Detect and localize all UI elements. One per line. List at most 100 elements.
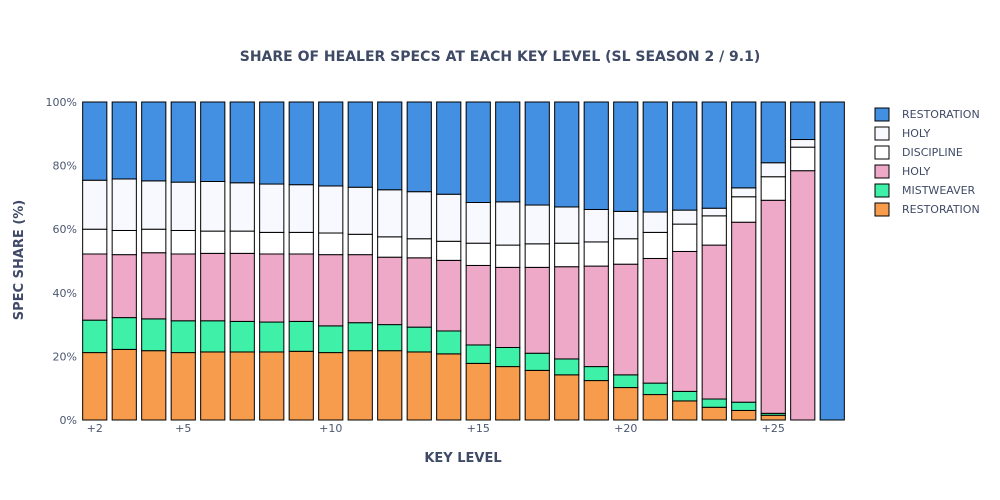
bar-segment[interactable]	[141, 228, 167, 254]
bar-segment[interactable]	[111, 229, 137, 256]
bar-segment[interactable]	[672, 209, 698, 225]
bar-segment[interactable]	[465, 264, 491, 346]
bar-segment[interactable]	[288, 350, 314, 421]
bar-segment[interactable]	[347, 233, 373, 256]
bar-segment[interactable]	[200, 252, 226, 322]
bar-segment[interactable]	[406, 238, 432, 259]
bar-segment[interactable]	[318, 101, 344, 187]
bar-segment[interactable]	[436, 330, 462, 355]
bar-segment[interactable]	[436, 240, 462, 261]
bar-segment[interactable]	[701, 207, 727, 217]
bar-segment[interactable]	[554, 374, 580, 421]
bar-segment[interactable]	[347, 350, 373, 421]
bar-segment[interactable]	[613, 238, 639, 265]
bar-segment[interactable]	[82, 319, 108, 354]
bar-segment[interactable]	[259, 231, 285, 255]
bar-segment[interactable]	[141, 180, 167, 230]
bar-segment[interactable]	[170, 181, 196, 231]
bar-segment[interactable]	[760, 414, 786, 421]
bar-segment[interactable]	[524, 266, 550, 354]
bar-segment[interactable]	[642, 211, 668, 233]
bar-segment[interactable]	[406, 351, 432, 421]
bar-segment[interactable]	[642, 101, 668, 213]
bar-segment[interactable]	[259, 253, 285, 323]
bar-segment[interactable]	[318, 185, 344, 234]
bar-segment[interactable]	[465, 242, 491, 266]
bar-segment[interactable]	[672, 101, 698, 211]
bar-segment[interactable]	[760, 101, 786, 164]
bar-segment[interactable]	[731, 196, 757, 223]
legend-item[interactable]: HOLY	[874, 164, 931, 179]
bar-segment[interactable]	[259, 183, 285, 233]
bar-segment[interactable]	[495, 366, 521, 421]
bar-segment[interactable]	[229, 101, 255, 184]
bar-segment[interactable]	[465, 362, 491, 421]
bar-segment[interactable]	[495, 347, 521, 368]
bar-segment[interactable]	[170, 101, 196, 183]
legend-item[interactable]: DISCIPLINE	[874, 145, 963, 160]
bar-segment[interactable]	[495, 101, 521, 203]
bar-segment[interactable]	[790, 170, 816, 421]
bar-segment[interactable]	[495, 244, 521, 268]
bar-segment[interactable]	[613, 210, 639, 240]
bar-segment[interactable]	[82, 179, 108, 230]
bar-segment[interactable]	[554, 242, 580, 268]
bar-segment[interactable]	[170, 253, 196, 322]
bar-segment[interactable]	[111, 348, 137, 421]
bar-segment[interactable]	[583, 241, 609, 267]
bar-segment[interactable]	[524, 369, 550, 421]
bar-segment[interactable]	[377, 236, 403, 258]
bar-segment[interactable]	[111, 254, 137, 319]
bar-segment[interactable]	[259, 351, 285, 421]
bar-segment[interactable]	[347, 101, 373, 188]
bar-segment[interactable]	[436, 259, 462, 332]
bar-segment[interactable]	[82, 253, 108, 321]
bar-segment[interactable]	[141, 252, 167, 320]
bar-segment[interactable]	[436, 193, 462, 242]
bar-segment[interactable]	[465, 201, 491, 244]
bar-segment[interactable]	[701, 101, 727, 209]
bar-segment[interactable]	[318, 352, 344, 421]
bar-segment[interactable]	[790, 146, 816, 172]
bar-segment[interactable]	[229, 351, 255, 421]
bar-segment[interactable]	[318, 254, 344, 327]
bar-segment[interactable]	[672, 250, 698, 392]
bar-segment[interactable]	[259, 321, 285, 353]
bar-segment[interactable]	[701, 406, 727, 421]
bar-segment[interactable]	[524, 243, 550, 268]
bar-segment[interactable]	[613, 101, 639, 212]
bar-segment[interactable]	[760, 176, 786, 201]
bar-segment[interactable]	[229, 320, 255, 353]
bar-segment[interactable]	[200, 181, 226, 232]
bar-segment[interactable]	[583, 366, 609, 382]
bar-segment[interactable]	[790, 101, 816, 141]
bar-segment[interactable]	[406, 326, 432, 353]
bar-segment[interactable]	[377, 101, 403, 191]
bar-segment[interactable]	[760, 162, 786, 178]
bar-segment[interactable]	[436, 101, 462, 195]
bar-segment[interactable]	[465, 101, 491, 203]
bar-segment[interactable]	[613, 263, 639, 376]
bar-segment[interactable]	[613, 374, 639, 389]
bar-segment[interactable]	[200, 101, 226, 182]
bar-segment[interactable]	[406, 257, 432, 328]
bar-segment[interactable]	[672, 223, 698, 252]
bar-segment[interactable]	[642, 394, 668, 421]
bar-segment[interactable]	[259, 101, 285, 185]
bar-segment[interactable]	[731, 401, 757, 411]
bar-segment[interactable]	[288, 231, 314, 255]
bar-segment[interactable]	[82, 101, 108, 181]
bar-segment[interactable]	[731, 409, 757, 421]
bar-segment[interactable]	[111, 317, 137, 350]
bar-segment[interactable]	[170, 229, 196, 255]
bar-segment[interactable]	[377, 324, 403, 352]
bar-segment[interactable]	[554, 358, 580, 376]
legend-item[interactable]: RESTORATION	[874, 107, 980, 122]
legend[interactable]: RESTORATION HOLY DISCIPLINE HOLY MISTWEAVER R…	[874, 107, 980, 217]
bar-segment[interactable]	[318, 232, 344, 256]
bar-segment[interactable]	[200, 320, 226, 353]
bar-segment[interactable]	[701, 215, 727, 246]
bar-segment[interactable]	[524, 101, 550, 206]
bar-segment[interactable]	[170, 352, 196, 421]
bar-segment[interactable]	[288, 253, 314, 322]
